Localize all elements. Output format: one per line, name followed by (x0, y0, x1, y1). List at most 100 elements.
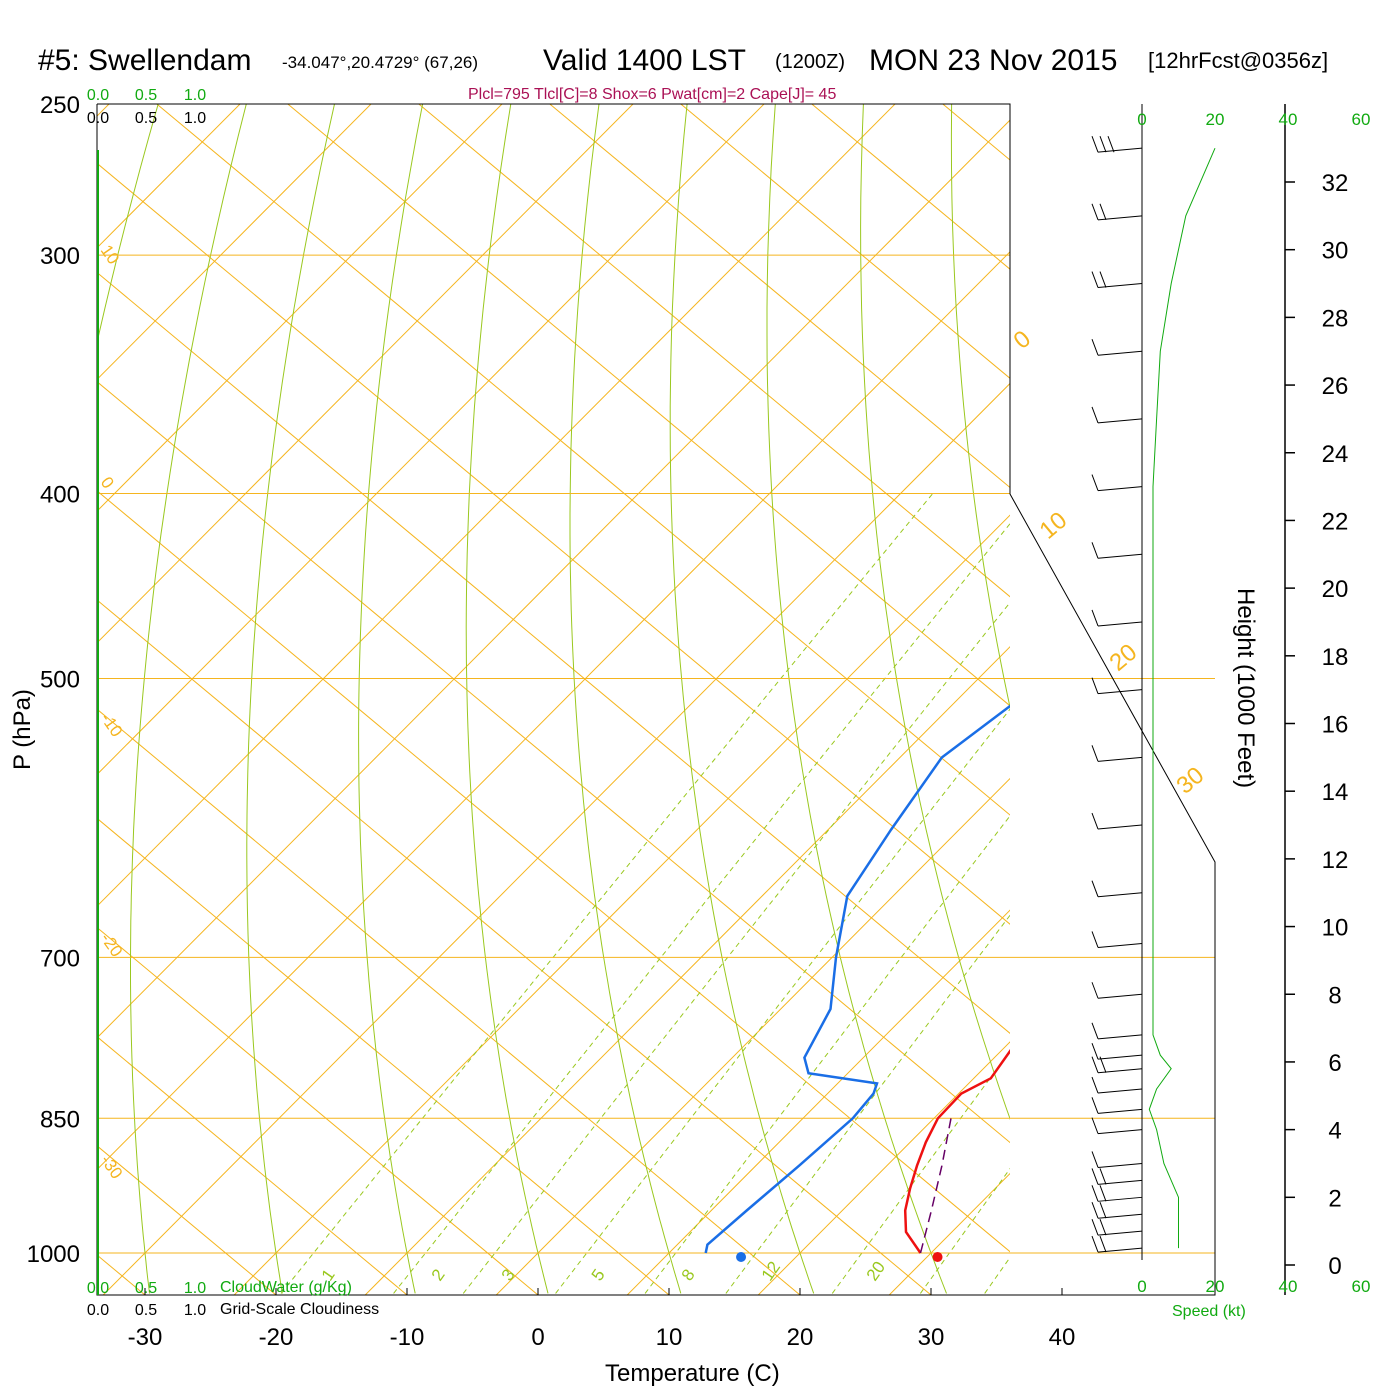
mixing-ratio-label: 8 (678, 1266, 699, 1285)
dewpoint-line (704, 704, 1010, 1254)
wind-barb-feather (1091, 1151, 1099, 1168)
wind-barb (1091, 609, 1143, 627)
wind-barb (1091, 339, 1143, 356)
wind-barb (1091, 1151, 1143, 1168)
mixing-ratio-label: 12 (758, 1258, 784, 1284)
cloudiness-tick-bottom: 0.5 (135, 1302, 157, 1319)
adiabat-grid-line (97, 1036, 408, 1295)
speed-tick-bottom: 20 (1206, 1277, 1225, 1296)
wind-barb (1091, 1235, 1143, 1253)
dry-adiabat-label: 0 (97, 473, 118, 492)
height-tick-label: 16 (1322, 712, 1349, 739)
dry-adiabat-label: 10 (97, 241, 123, 267)
wind-barb-feather (1099, 1202, 1107, 1219)
x-tick-label: -30 (128, 1324, 163, 1351)
wind-barb-feather (1099, 1185, 1107, 1202)
wind-barb (1091, 982, 1143, 999)
dry-adiabat-line (465, 104, 549, 1294)
isotherm-line (97, 104, 896, 907)
wind-barb (1091, 812, 1143, 830)
wind-barb-staff (1097, 553, 1143, 559)
wind-barb-feather (1091, 982, 1099, 999)
x-tick-label: 30 (918, 1324, 945, 1351)
height-tick-label: 20 (1322, 576, 1349, 603)
wind-barb-feather (1091, 474, 1099, 491)
cloud-water-tick-top: 0.5 (135, 87, 157, 104)
wind-barb-staff (1097, 418, 1143, 424)
wind-barb-staff (1097, 621, 1143, 627)
cloudiness-tick-top: 0.0 (87, 110, 109, 127)
wind-barb-feather (1091, 1235, 1099, 1253)
moist-adiabat-label: 20 (1105, 639, 1143, 677)
dry-adiabat-label: -10 (97, 709, 127, 740)
speed-tick-top: 40 (1279, 110, 1298, 129)
isotherm-line (97, 104, 241, 249)
mixing-ratio-line (280, 493, 934, 1294)
wind-barb-staff (1097, 689, 1143, 695)
adiabat-grid-line (97, 708, 801, 1295)
cloudiness-tick-bottom: 0.0 (87, 1302, 109, 1319)
wind-barb-feather (1099, 203, 1107, 221)
pressure-tick-label: 1000 (27, 1241, 80, 1268)
wind-barb-staff (1097, 1054, 1143, 1060)
cloudiness-label: Grid-Scale Cloudiness (220, 1301, 379, 1318)
wind-barb-staff (1097, 1088, 1143, 1094)
isotherm-line (1151, 104, 1400, 1295)
wind-barb (1091, 931, 1143, 948)
adiabat-grid-line (287, 104, 1010, 707)
wind-barb-feather (1091, 1042, 1099, 1060)
wind-barb-staff (1097, 892, 1143, 898)
mixing-ratio-line (393, 522, 1010, 1294)
height-tick-label: 30 (1322, 238, 1349, 265)
mixing-ratio-line (725, 914, 1010, 1294)
isotherm-line (1282, 104, 1400, 1295)
y-axis-title: P (hPa) (9, 689, 36, 770)
mixing-ratio-label: 5 (588, 1266, 609, 1285)
dry-adiabat-label: -30 (97, 1151, 127, 1182)
dry-adiabat-line (1039, 70, 1345, 1293)
isotherm-line (364, 646, 1010, 1295)
adiabat-grid-line (97, 817, 670, 1295)
chart-title-valid: Valid 1400 LST (543, 44, 746, 77)
adiabat-grid-line (156, 104, 1010, 816)
dry-adiabat-line (1127, 70, 1400, 1293)
wind-barb-feather (1091, 1076, 1099, 1094)
cloud-water-tick-bottom: 0.5 (135, 1280, 157, 1297)
wind-barb-staff (1097, 1108, 1143, 1114)
height-tick-label: 24 (1322, 441, 1349, 468)
cloud-water-tick-bottom: 1.0 (184, 1280, 206, 1297)
mixing-ratio-label: 3 (498, 1266, 519, 1285)
cloud-water-label: CloudWater (g/Kg) (220, 1279, 352, 1296)
x-tick-label: 40 (1049, 1324, 1076, 1351)
pressure-tick-label: 300 (40, 243, 80, 270)
wind-barb-feather (1091, 406, 1099, 424)
pressure-tick-label: 250 (40, 92, 80, 119)
isotherm-line (102, 382, 1010, 1295)
wind-barb (1091, 1042, 1143, 1060)
height-tick-label: 14 (1322, 779, 1349, 806)
wind-barb-feather (1099, 1218, 1107, 1236)
wind-barb-staff (1097, 486, 1143, 492)
wind-barb-feather (1091, 745, 1099, 762)
chart-title-coords: -34.047°,20.4729° (67,26) (282, 53, 478, 72)
isotherm-line (495, 777, 1010, 1295)
wind-barb-feather (1091, 1168, 1099, 1185)
wind-barb (1091, 542, 1143, 559)
x-tick-label: 10 (656, 1324, 683, 1351)
dry-adiabat-line (669, 104, 815, 1294)
wind-barb-feather (1091, 1097, 1099, 1114)
wind-barb-feather (1099, 1235, 1107, 1253)
height-tick-label: 28 (1322, 305, 1349, 332)
x-axis-title: Temperature (C) (605, 1360, 780, 1387)
cloudiness-tick-bottom: 1.0 (184, 1302, 206, 1319)
x-tick-label: 0 (531, 1324, 544, 1351)
dry-adiabat-line (1388, 70, 1400, 1293)
speed-tick-bottom: 40 (1279, 1277, 1298, 1296)
cloud-water-tick-top: 1.0 (184, 87, 206, 104)
cloud-water-tick-bottom: 0.0 (87, 1280, 109, 1297)
chart-indices: Plcl=795 Tlcl[C]=8 Shox=6 Pwat[cm]=2 Cap… (468, 86, 836, 103)
isotherm-line (97, 104, 634, 644)
plot-frame (96, 103, 1216, 1296)
wind-barb (1091, 1117, 1143, 1135)
